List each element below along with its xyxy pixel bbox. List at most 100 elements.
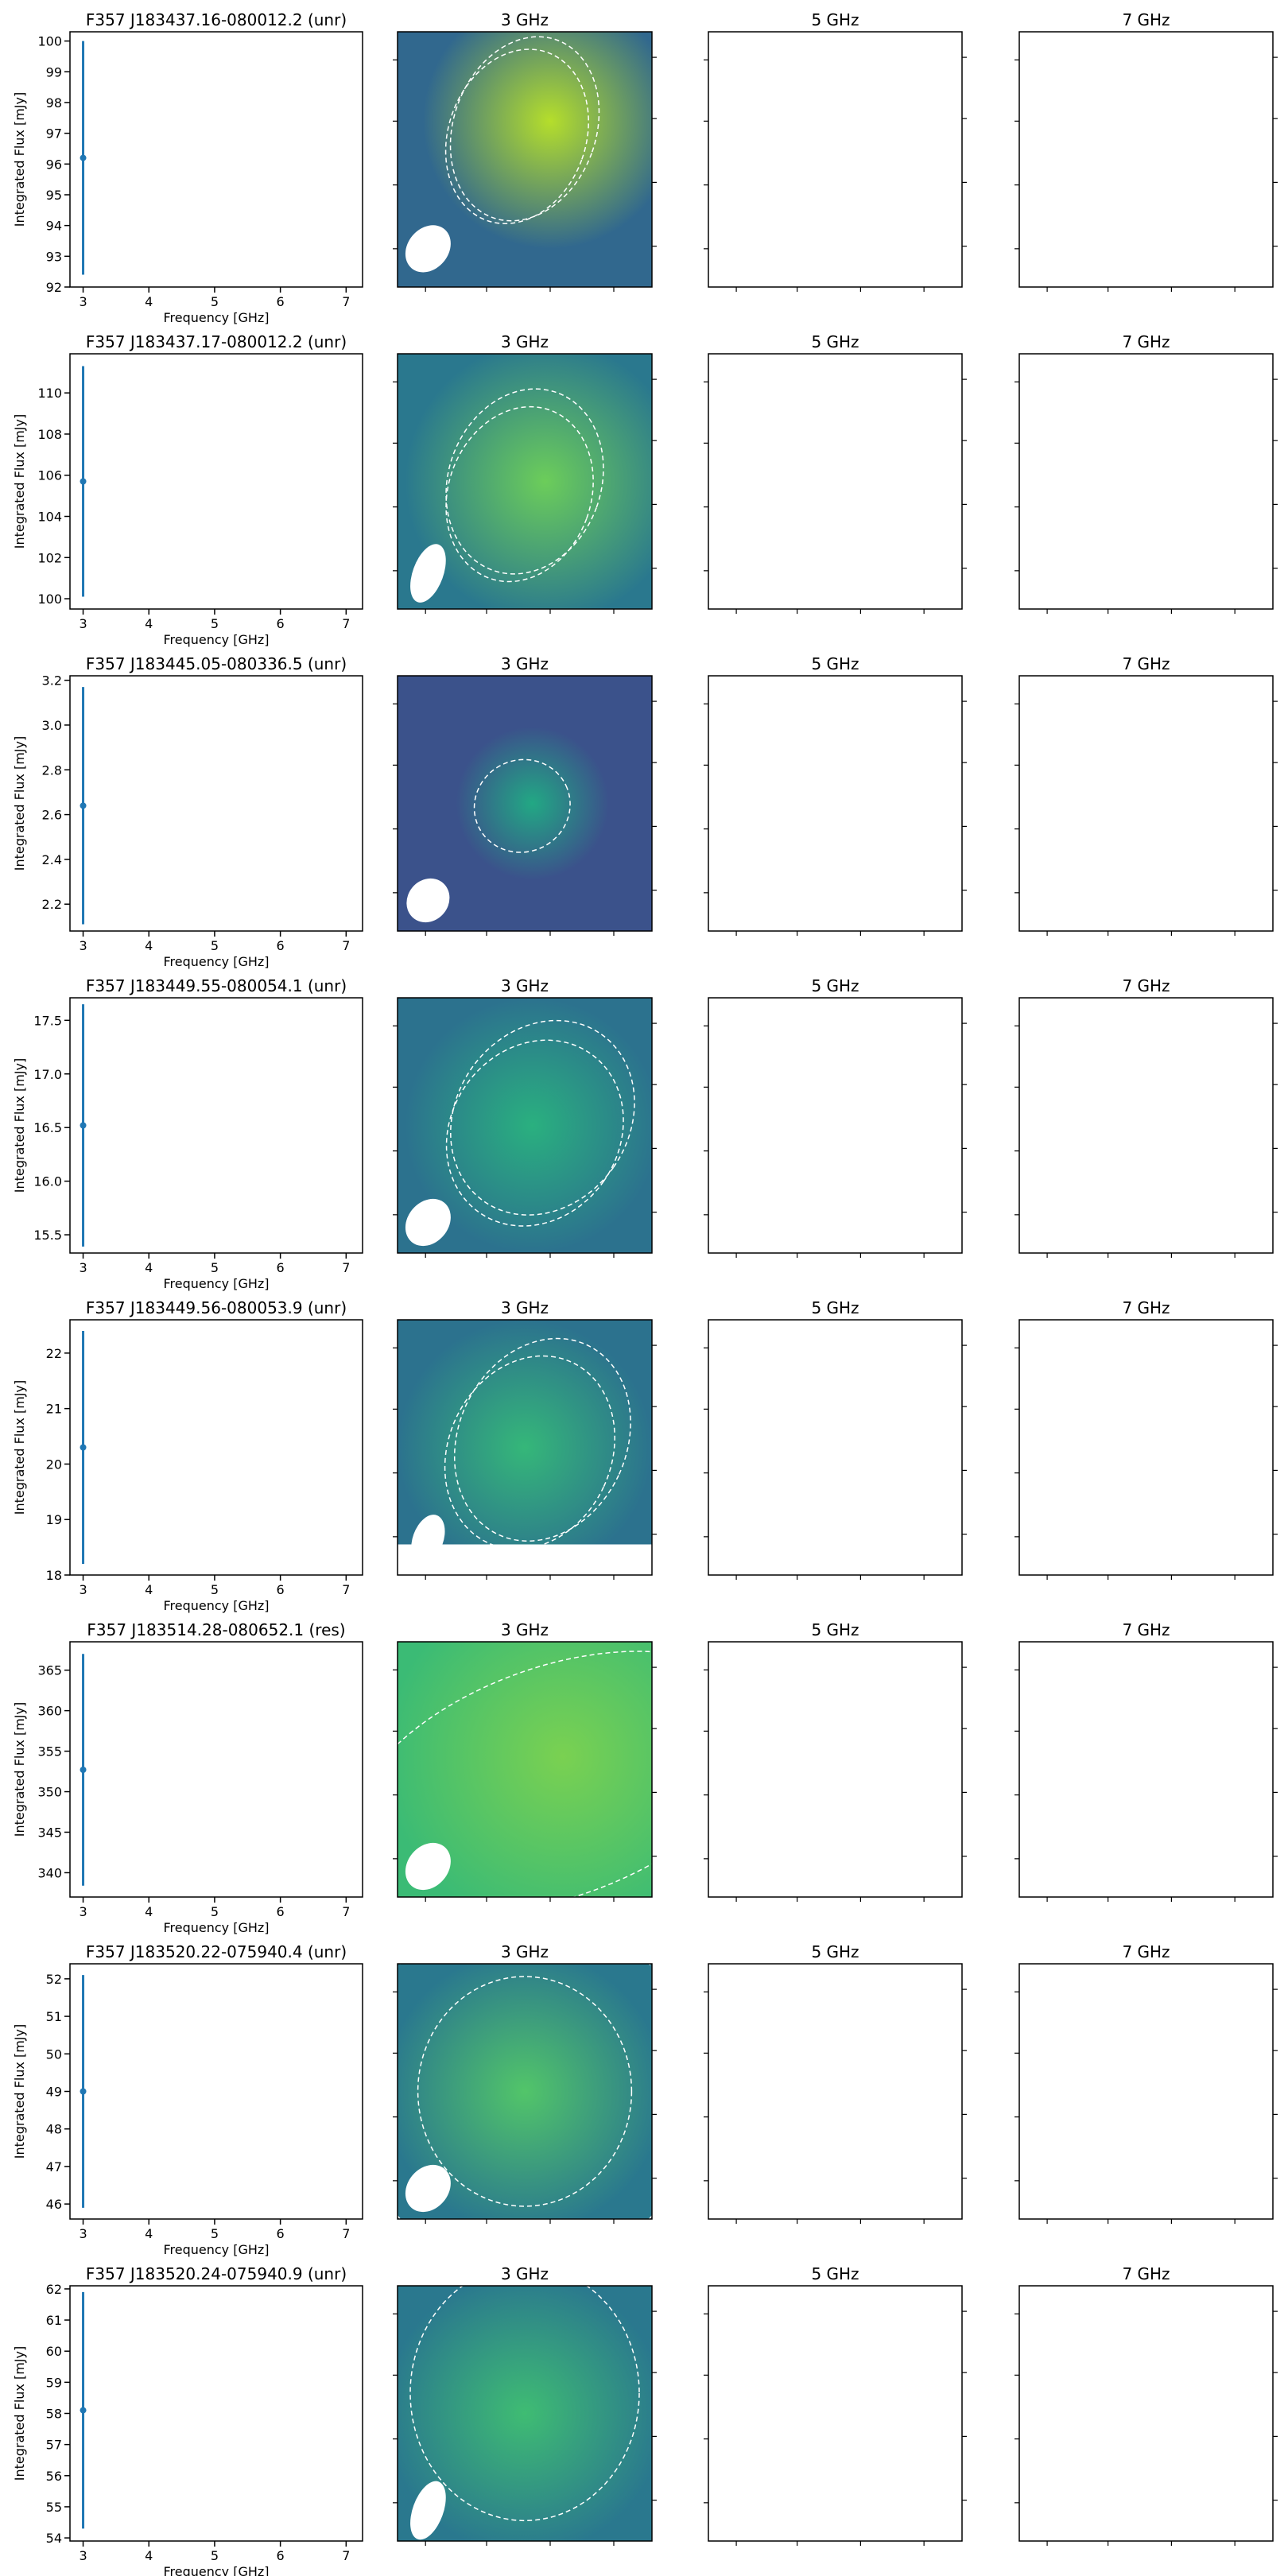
x-tick-label: 7 — [342, 294, 350, 309]
axes-frame — [1018, 997, 1274, 1254]
panel-title: 3 GHz — [501, 976, 549, 995]
source-ellipse — [450, 1019, 635, 1216]
y-tick-label: 2.6 — [42, 808, 62, 823]
axes-frame — [397, 1963, 653, 2220]
y-tick-label: 106 — [37, 468, 62, 483]
y-axis-label: Integrated Flux [mJy] — [12, 92, 27, 227]
y-tick-label: 22 — [46, 1346, 62, 1361]
y-tick-label: 350 — [37, 1785, 62, 1800]
y-tick-label: 3.0 — [42, 718, 62, 733]
x-tick-label: 3 — [79, 616, 87, 631]
x-axis-label: Frequency [GHz] — [163, 632, 269, 647]
y-tick-label: 99 — [46, 64, 62, 80]
y-tick-label: 54 — [46, 2531, 62, 2546]
axes-frame — [397, 1641, 653, 1898]
panel-title: F357 J183445.05-080336.5 (unr) — [86, 654, 347, 673]
x-axis-label: Frequency [GHz] — [163, 310, 269, 325]
axes-frame — [397, 997, 653, 1254]
panel-title: 5 GHz — [811, 1620, 859, 1639]
panel-title: 3 GHz — [501, 1620, 549, 1639]
axes-frame — [1018, 353, 1274, 610]
x-tick-label: 7 — [342, 1582, 350, 1597]
y-tick-label: 2.4 — [42, 852, 62, 867]
x-tick-label: 6 — [277, 1260, 285, 1275]
x-tick-label: 5 — [211, 616, 219, 631]
y-axis-label: Integrated Flux [mJy] — [12, 1058, 27, 1193]
y-tick-label: 100 — [37, 592, 62, 607]
beam — [410, 2481, 446, 2540]
axes-frame — [1018, 2285, 1274, 2542]
heatmap — [398, 1320, 652, 1545]
x-tick-label: 4 — [145, 294, 153, 309]
source-ellipse — [445, 405, 594, 583]
axes-frame — [1018, 675, 1274, 932]
y-tick-label: 61 — [46, 2313, 62, 2328]
y-tick-label: 345 — [37, 1825, 62, 1840]
panel-title: F357 J183437.17-080012.2 (unr) — [86, 332, 347, 351]
y-tick-label: 17.5 — [33, 1013, 62, 1028]
axes-frame — [397, 31, 653, 288]
y-tick-label: 365 — [37, 1663, 62, 1678]
y-tick-label: 46 — [46, 2197, 62, 2212]
x-tick-label: 7 — [342, 938, 350, 953]
overlays — [405, 36, 600, 273]
axes-frame — [69, 1641, 363, 1898]
y-tick-label: 18 — [46, 1568, 62, 1583]
y-tick-label: 48 — [46, 2122, 62, 2137]
y-tick-label: 360 — [37, 1704, 62, 1719]
y-tick-label: 98 — [46, 95, 62, 111]
y-tick-label: 340 — [37, 1865, 62, 1880]
x-tick-label: 6 — [277, 938, 285, 953]
axes-frame — [1018, 1963, 1274, 2220]
x-axis-label: Frequency [GHz] — [163, 1598, 269, 1613]
panel-title: 7 GHz — [1122, 1298, 1170, 1317]
y-tick-label: 21 — [46, 1402, 62, 1417]
y-axis-label: Integrated Flux [mJy] — [12, 2024, 27, 2159]
x-tick-label: 5 — [211, 2548, 219, 2563]
panel-title: 5 GHz — [811, 10, 859, 29]
x-tick-label: 6 — [277, 1582, 285, 1597]
beam — [406, 878, 450, 923]
panel-title: 5 GHz — [811, 2264, 859, 2283]
x-tick-label: 6 — [277, 2226, 285, 2241]
x-tick-label: 6 — [277, 616, 285, 631]
source-ellipse — [473, 758, 571, 853]
axes-frame — [69, 675, 363, 932]
y-tick-label: 100 — [37, 34, 62, 49]
beam — [405, 225, 451, 273]
x-tick-label: 4 — [145, 616, 153, 631]
x-tick-label: 6 — [277, 1904, 285, 1919]
data-point — [80, 1767, 87, 1774]
x-tick-label: 5 — [211, 294, 219, 309]
x-tick-label: 3 — [79, 294, 87, 309]
y-axis-label: Integrated Flux [mJy] — [12, 2346, 27, 2481]
x-tick-label: 4 — [145, 1904, 153, 1919]
axes-frame — [69, 1963, 363, 2220]
y-tick-label: 102 — [37, 550, 62, 565]
x-axis-label: Frequency [GHz] — [163, 2242, 269, 2257]
data-point — [80, 2407, 87, 2414]
panel-title: 3 GHz — [501, 2264, 549, 2283]
x-tick-label: 6 — [277, 294, 285, 309]
axes-frame — [708, 1963, 963, 2220]
y-tick-label: 92 — [46, 280, 62, 295]
overlays — [406, 758, 571, 923]
beam — [410, 544, 446, 603]
source-ellipse — [417, 1976, 633, 2207]
overlays — [398, 1964, 652, 2219]
x-tick-label: 4 — [145, 2548, 153, 2563]
y-tick-label: 55 — [46, 2500, 62, 2515]
y-tick-label: 17.0 — [33, 1067, 62, 1082]
axes-frame — [69, 1319, 363, 1576]
axes-frame — [1018, 31, 1274, 288]
y-tick-label: 50 — [46, 2046, 62, 2062]
beam — [405, 1842, 451, 1891]
x-axis-label: Frequency [GHz] — [163, 2564, 269, 2576]
overlays — [409, 2286, 640, 2540]
x-tick-label: 5 — [211, 1260, 219, 1275]
panel-title: 5 GHz — [811, 1942, 859, 1961]
x-tick-label: 3 — [79, 938, 87, 953]
x-tick-label: 4 — [145, 2226, 153, 2241]
y-tick-label: 59 — [46, 2375, 62, 2390]
axes-frame — [708, 31, 963, 288]
